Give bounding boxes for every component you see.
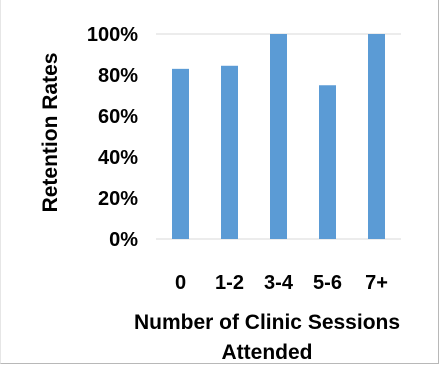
x-axis-title-line-2: Attended — [222, 341, 313, 364]
plot-area — [156, 33, 401, 240]
bars — [172, 34, 385, 240]
y-axis-ticks: 0% 20% 40% 60% 80% 100% — [87, 24, 138, 251]
x-tick-label: 5-6 — [313, 272, 342, 294]
x-axis-ticks: 0 1-2 3-4 5-6 7+ — [175, 272, 388, 294]
y-tick-label: 80% — [98, 65, 138, 87]
bar — [319, 85, 336, 239]
bar — [368, 34, 385, 239]
bar — [270, 34, 287, 239]
x-tick-label: 0 — [175, 272, 186, 294]
x-tick-label: 1-2 — [215, 272, 244, 294]
y-tick-label: 0% — [109, 229, 138, 251]
x-axis-title-line-1: Number of Clinic Sessions — [134, 311, 400, 334]
x-tick-label: 7+ — [365, 272, 388, 294]
y-axis-title: Retention Rates — [39, 53, 62, 213]
y-tick-label: 20% — [98, 188, 138, 210]
bar — [221, 65, 238, 240]
x-tick-label: 3-4 — [264, 272, 294, 294]
y-tick-label: 40% — [98, 147, 138, 169]
y-tick-label: 100% — [87, 24, 138, 46]
bar — [172, 68, 189, 239]
y-tick-label: 60% — [98, 106, 138, 128]
